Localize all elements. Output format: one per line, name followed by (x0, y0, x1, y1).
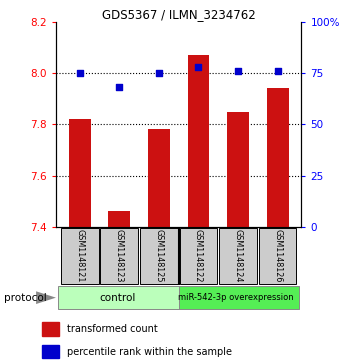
Bar (140, 228, 178, 284)
Bar (58, 286, 179, 309)
Text: GSM1148122: GSM1148122 (194, 229, 203, 283)
Bar (69, 119, 91, 227)
Bar (100, 228, 138, 284)
Text: GSM1148121: GSM1148121 (75, 229, 84, 283)
Bar (227, 111, 249, 227)
Bar (42, 322, 59, 336)
Text: GSM1148123: GSM1148123 (115, 229, 124, 283)
Bar (179, 286, 300, 309)
Point (116, 85, 122, 90)
Bar (108, 212, 130, 227)
Text: control: control (99, 293, 135, 303)
Text: GSM1148126: GSM1148126 (273, 229, 282, 283)
Bar (219, 228, 257, 284)
Point (235, 68, 241, 74)
Point (196, 64, 201, 70)
Text: GSM1148124: GSM1148124 (234, 229, 243, 283)
Bar (148, 130, 170, 227)
Point (275, 68, 280, 74)
Text: protocol: protocol (4, 293, 46, 303)
Text: miR-542-3p overexpression: miR-542-3p overexpression (178, 293, 294, 302)
Text: percentile rank within the sample: percentile rank within the sample (67, 347, 232, 357)
Point (77, 70, 83, 76)
Bar (42, 345, 59, 358)
Text: GSM1148125: GSM1148125 (155, 229, 164, 283)
Text: transformed count: transformed count (67, 324, 157, 334)
Bar (259, 228, 296, 284)
Bar (188, 55, 209, 227)
Bar (180, 228, 217, 284)
Title: GDS5367 / ILMN_3234762: GDS5367 / ILMN_3234762 (102, 8, 256, 21)
Bar (61, 228, 99, 284)
Point (156, 70, 162, 76)
Polygon shape (36, 291, 56, 304)
Bar (267, 89, 288, 227)
